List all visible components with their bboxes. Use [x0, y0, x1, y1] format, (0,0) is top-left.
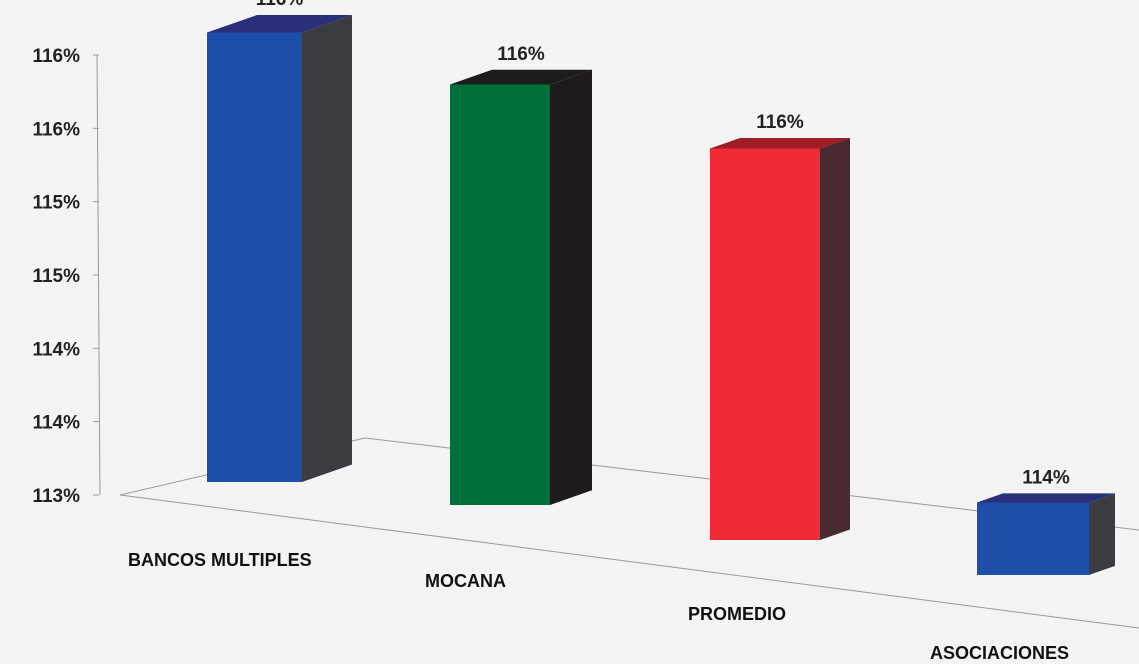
y-tick-label: 113% [32, 486, 80, 507]
bar [710, 148, 820, 540]
chart-bars [207, 15, 1115, 575]
bar-side-face [820, 138, 850, 540]
y-tick-label: 115% [32, 193, 80, 214]
category-label: PROMEDIO [688, 604, 786, 624]
bar-top-face [450, 69, 592, 85]
bar-side-face [302, 15, 352, 482]
data-label: 114% [1022, 467, 1070, 488]
y-tick-label: 114% [32, 339, 80, 360]
bar [450, 84, 550, 505]
floor-front-edge [119, 494, 1139, 629]
category-label: MOCANA [425, 571, 506, 591]
category-label: ASOCIACIONES [930, 643, 1069, 663]
bar-side-face [550, 69, 592, 506]
bar-side-face [1089, 493, 1115, 575]
data-label: 116% [497, 44, 545, 65]
data-label: 116% [756, 112, 804, 133]
bar-top-face [207, 15, 352, 33]
chart-labels: 116% 116% 116% 114% BANCOS MULTIPLES MOCANA PR… [128, 0, 1070, 663]
y-tick-label: 115% [32, 266, 80, 287]
bar-top-face [710, 138, 850, 149]
bar [207, 32, 302, 482]
y-tick-label: 116% [32, 46, 80, 67]
category-label: BANCOS MULTIPLES [128, 550, 312, 570]
bar [977, 502, 1089, 575]
y-tick-label: 114% [32, 413, 80, 434]
y-tick-label: 116% [32, 119, 80, 140]
bar-top-face [977, 493, 1115, 503]
data-label: 116% [256, 0, 304, 10]
